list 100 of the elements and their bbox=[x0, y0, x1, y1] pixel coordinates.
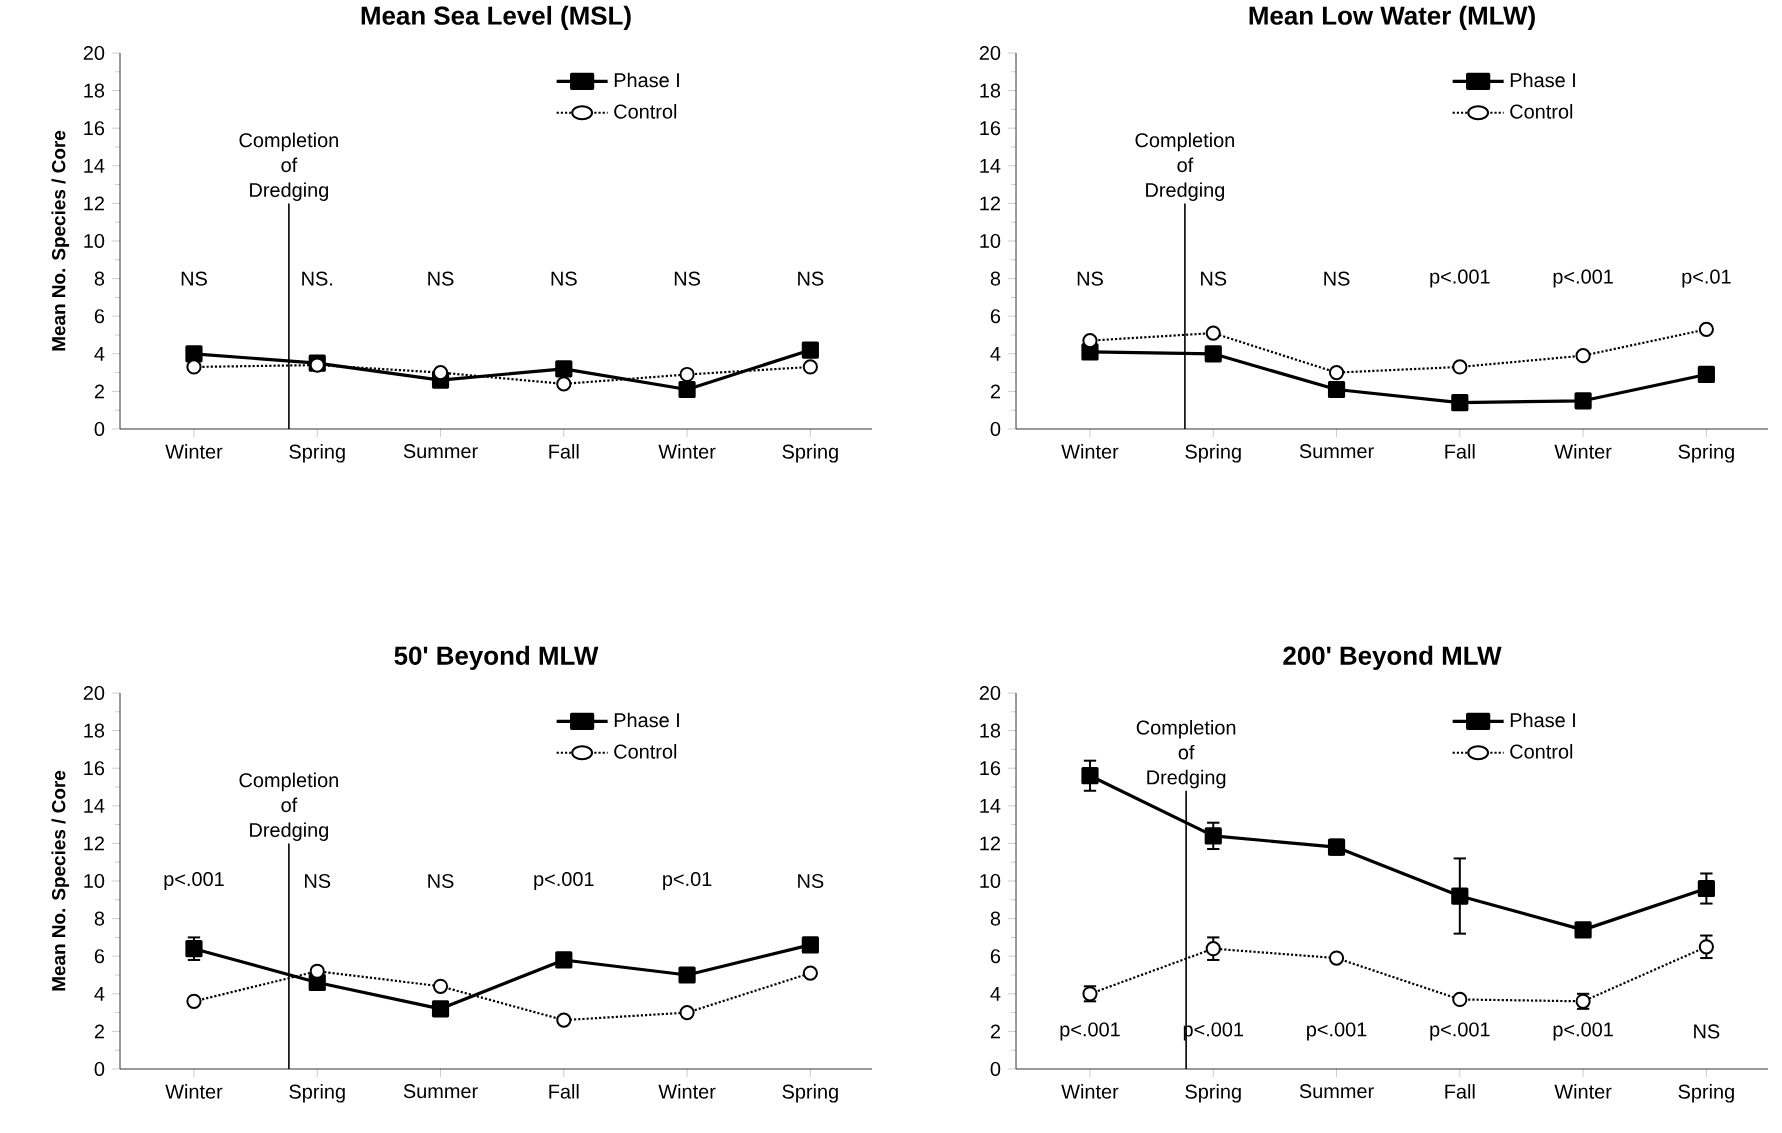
x-tick-label: Summer bbox=[1299, 1084, 1374, 1099]
point bbox=[555, 360, 573, 378]
annotation: p<.001 bbox=[1553, 269, 1613, 288]
point bbox=[1205, 941, 1221, 957]
y-axis-title: Mean No. Species / Core bbox=[51, 130, 70, 351]
y-tick-label: 4 bbox=[990, 986, 1001, 1001]
y-tick-label: 6 bbox=[94, 949, 105, 964]
point bbox=[1451, 394, 1469, 412]
x-tick-label: Spring bbox=[1678, 1084, 1734, 1103]
annotation: NS bbox=[1324, 271, 1350, 286]
y-tick-label: 14 bbox=[84, 798, 105, 813]
x-tick-label: Fall bbox=[1445, 444, 1475, 459]
annotation: p<.01 bbox=[1682, 269, 1731, 288]
point bbox=[1328, 950, 1345, 966]
point bbox=[1327, 380, 1346, 399]
annotation: p<.01 bbox=[663, 871, 712, 891]
point bbox=[309, 963, 325, 979]
annotation: Completion of Dredging bbox=[1136, 719, 1236, 789]
x-tick-label: Winter bbox=[1061, 444, 1119, 459]
y-tick-label: 0 bbox=[990, 1061, 1001, 1077]
point bbox=[1574, 392, 1592, 410]
x-tick-label: Spring bbox=[1185, 1084, 1241, 1103]
x-tick-label: Winter bbox=[165, 444, 223, 459]
y-tick-label: 6 bbox=[990, 949, 1001, 964]
point bbox=[1328, 364, 1345, 381]
annotation: p<.001 bbox=[1060, 1022, 1120, 1041]
annotation: p<.001 bbox=[1307, 1022, 1367, 1041]
y-tick-label: 18 bbox=[980, 723, 1001, 738]
point bbox=[679, 1005, 695, 1021]
annotation: NS bbox=[551, 271, 577, 286]
point bbox=[1451, 887, 1469, 905]
legend-label: Control bbox=[1510, 744, 1573, 759]
y-tick-label: 18 bbox=[980, 83, 1001, 98]
point bbox=[1574, 921, 1592, 939]
y-tick-label: 10 bbox=[980, 873, 1001, 889]
annotation: NS bbox=[798, 271, 824, 286]
x-tick-label: Summer bbox=[403, 444, 478, 459]
x-tick-label: Summer bbox=[1299, 444, 1374, 459]
x-tick-label: Spring bbox=[782, 444, 838, 463]
annotation: NS bbox=[1694, 1024, 1720, 1039]
y-tick-label: 4 bbox=[94, 346, 105, 361]
y-tick-label: 14 bbox=[980, 158, 1001, 173]
annotation: NS bbox=[428, 271, 454, 286]
y-tick-label: 10 bbox=[84, 873, 105, 889]
point bbox=[678, 380, 696, 399]
legend-label: Phase I bbox=[1510, 712, 1575, 728]
y-tick-label: 4 bbox=[94, 986, 105, 1001]
point bbox=[1081, 767, 1099, 785]
y-tick-label: 20 bbox=[83, 45, 105, 61]
point bbox=[1452, 359, 1468, 375]
x-tick-label: Spring bbox=[1678, 444, 1734, 463]
annotation: p<.001 bbox=[534, 871, 594, 891]
point bbox=[1697, 879, 1715, 898]
point bbox=[1204, 827, 1222, 845]
x-tick-label: Winter bbox=[658, 444, 716, 459]
annotation: p<.001 bbox=[164, 871, 224, 891]
annotation: Completion of Dredging bbox=[239, 132, 338, 201]
annotation: p<.001 bbox=[1430, 269, 1490, 288]
y-tick-label: 20 bbox=[979, 685, 1001, 701]
y-tick-label: 0 bbox=[990, 421, 1001, 437]
point bbox=[432, 364, 449, 381]
y-tick-label: 14 bbox=[980, 798, 1001, 813]
y-tick-label: 18 bbox=[84, 723, 105, 738]
y-tick-label: 16 bbox=[980, 121, 1001, 136]
annotation: NS bbox=[798, 873, 824, 889]
point bbox=[1575, 348, 1591, 364]
chart-title: Mean Sea Level (MSL) bbox=[361, 5, 631, 30]
point bbox=[802, 359, 818, 375]
annotation: p<.001 bbox=[1553, 1022, 1613, 1041]
x-tick-label: Fall bbox=[1445, 1084, 1475, 1099]
x-tick-label: Winter bbox=[1061, 1084, 1119, 1099]
annotation: Completion of Dredging bbox=[239, 772, 338, 841]
x-tick-label: Spring bbox=[289, 444, 345, 463]
y-tick-label: 10 bbox=[980, 233, 1001, 249]
y-tick-label: 0 bbox=[94, 421, 105, 437]
point bbox=[678, 966, 696, 984]
point bbox=[431, 1000, 450, 1018]
point bbox=[1205, 325, 1221, 341]
chart-title: 200' Beyond MLW bbox=[1283, 645, 1502, 671]
annotation: NS bbox=[674, 271, 701, 286]
y-tick-label: 8 bbox=[94, 911, 105, 926]
y-tick-label: 8 bbox=[990, 911, 1001, 926]
legend-label: Phase I bbox=[614, 72, 679, 88]
point bbox=[555, 951, 573, 969]
y-tick-label: 4 bbox=[990, 346, 1001, 361]
y-tick-label: 8 bbox=[94, 271, 105, 286]
y-tick-label: 20 bbox=[979, 45, 1001, 61]
y-tick-label: 16 bbox=[84, 121, 105, 136]
legend-label: Control bbox=[614, 744, 677, 759]
x-tick-label: Winter bbox=[1554, 1084, 1612, 1099]
y-tick-label: 14 bbox=[84, 158, 105, 173]
y-tick-label: 8 bbox=[990, 271, 1001, 286]
y-tick-label: 12 bbox=[84, 196, 104, 211]
x-tick-label: Spring bbox=[289, 1084, 345, 1103]
y-axis-title: Mean No. Species / Core bbox=[51, 770, 70, 991]
annotation: Completion of Dredging bbox=[1135, 132, 1234, 201]
point bbox=[1698, 321, 1714, 337]
y-tick-label: 2 bbox=[94, 384, 104, 399]
y-tick-label: 12 bbox=[84, 836, 104, 851]
annotation: NS bbox=[1077, 271, 1103, 286]
